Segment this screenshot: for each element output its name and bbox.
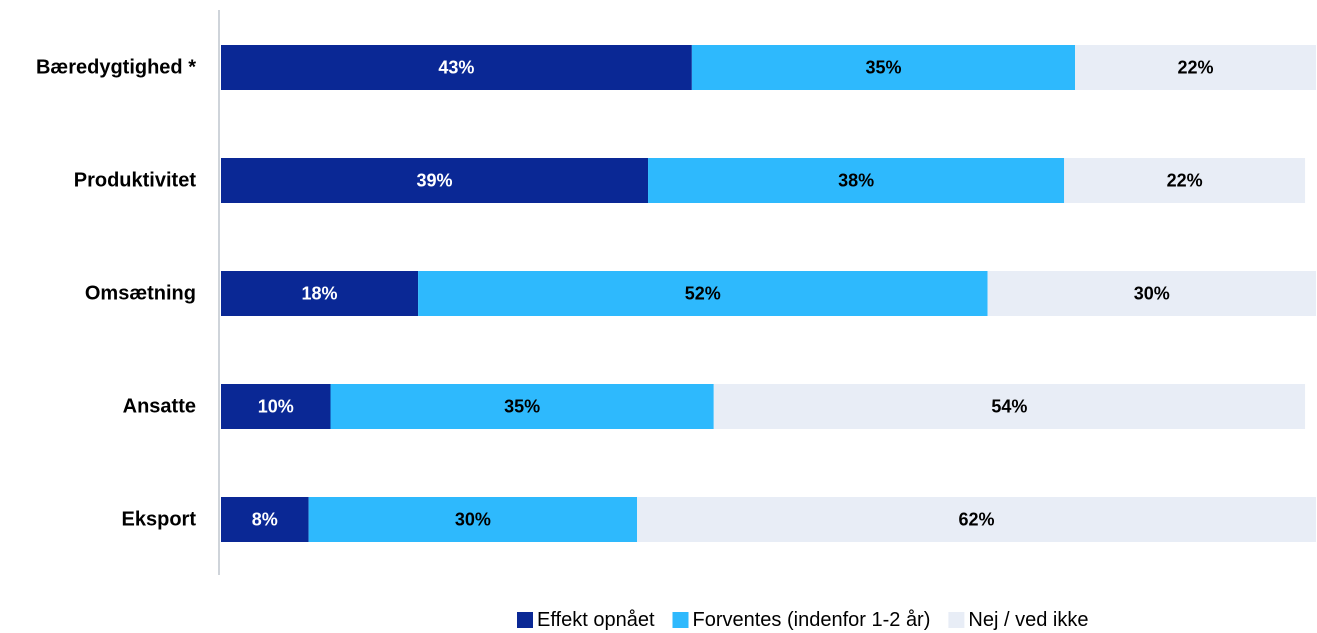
bar-segment (418, 271, 988, 316)
data-label: 54% (991, 397, 1027, 417)
category-label: Omsætning (85, 283, 196, 305)
bar-segment (713, 384, 1306, 429)
data-label: 35% (504, 397, 540, 417)
bar-segment (987, 271, 1316, 316)
legend-label: Nej / ved ikke (968, 609, 1088, 631)
data-label: 43% (438, 58, 474, 78)
bar-segment (221, 497, 309, 542)
bar-segment (308, 497, 638, 542)
data-label: 18% (302, 284, 338, 304)
bar-segment (637, 497, 1316, 542)
legend: Effekt opnået Forventes (indenfor 1-2 år)… (517, 609, 1088, 631)
category-label: Bæredygtighed * (36, 57, 196, 79)
data-label: 22% (1178, 58, 1214, 78)
bar-segment (221, 158, 649, 203)
bar-segment (648, 158, 1065, 203)
data-label: 10% (258, 397, 294, 417)
bar-segment (691, 45, 1076, 90)
bar-segment (1075, 45, 1316, 90)
legend-label: Forventes (indenfor 1-2 år) (693, 609, 931, 631)
legend-swatch (672, 612, 689, 628)
bars-layer: Bæredygtighed * 43% 35% 22% Produktivitet 39%… (36, 45, 1316, 542)
data-label: 22% (1167, 171, 1203, 191)
data-label: 38% (838, 171, 874, 191)
bar-segment (221, 271, 419, 316)
data-label: 35% (865, 58, 901, 78)
data-label: 8% (252, 510, 278, 530)
data-label: 39% (417, 171, 453, 191)
data-label: 52% (685, 284, 721, 304)
data-label: 30% (455, 510, 491, 530)
category-label: Eksport (122, 509, 197, 531)
bar-segment (221, 384, 331, 429)
category-label: Produktivitet (74, 170, 197, 192)
bar-segment (330, 384, 714, 429)
bar-segment (221, 45, 692, 90)
legend-swatch (948, 612, 965, 628)
legend-swatch (517, 612, 533, 628)
data-label: 62% (959, 510, 995, 530)
category-label: Ansatte (123, 396, 196, 418)
data-label: 30% (1134, 284, 1170, 304)
bar-segment (1064, 158, 1306, 203)
legend-label: Effekt opnået (537, 609, 655, 631)
